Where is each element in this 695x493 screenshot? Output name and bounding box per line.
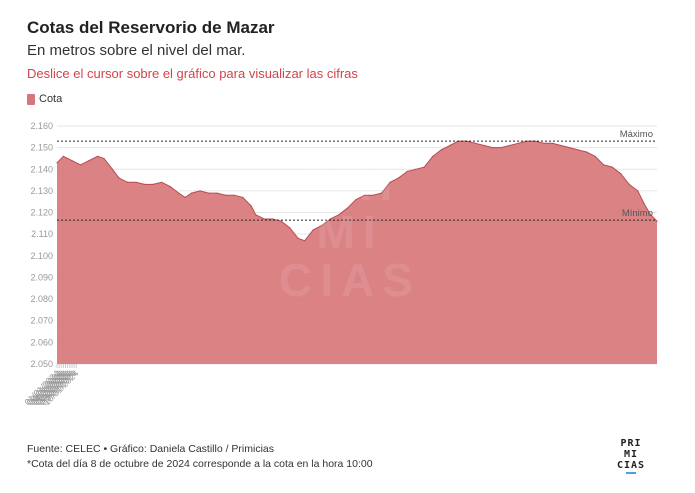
y-tick-label: 2.090 <box>30 272 53 282</box>
primicias-logo[interactable]: PRI MI CIAS <box>611 438 651 474</box>
data-point <box>329 218 331 220</box>
data-point <box>338 214 340 216</box>
data-point <box>255 214 257 216</box>
data-point <box>492 147 494 149</box>
data-point <box>178 192 180 194</box>
data-point <box>603 164 605 166</box>
data-point <box>321 224 323 227</box>
data-point <box>152 183 154 185</box>
data-point <box>263 218 265 220</box>
data-point <box>449 144 451 147</box>
data-point <box>656 220 658 222</box>
y-tick-label: 2.080 <box>30 294 53 304</box>
data-point <box>225 194 227 196</box>
data-point <box>126 181 129 183</box>
y-tick-label: 2.050 <box>30 359 53 369</box>
y-tick-label: 2.100 <box>30 251 53 261</box>
data-point <box>103 157 105 160</box>
data-point <box>143 183 146 185</box>
data-point <box>628 183 630 185</box>
data-point <box>637 190 639 192</box>
data-point <box>233 194 235 196</box>
data-point <box>517 142 519 144</box>
data-point <box>594 155 596 157</box>
data-point <box>577 149 579 151</box>
footer-note: *Cota del día 8 de octubre de 2024 corre… <box>27 458 373 470</box>
data-point <box>118 177 120 179</box>
data-point <box>432 155 434 157</box>
chart-title: Cotas del Reservorio de Mazar <box>27 18 275 37</box>
data-point <box>280 220 282 222</box>
y-tick-label: 2.140 <box>30 164 53 174</box>
legend-swatch <box>27 93 35 105</box>
data-point <box>312 229 314 231</box>
data-point <box>560 144 562 147</box>
data-point <box>406 170 408 172</box>
data-point <box>381 192 383 194</box>
data-point <box>71 160 73 162</box>
footer-source: Fuente: CELEC • Gráfico: Daniela Castill… <box>27 443 275 455</box>
data-point <box>135 181 137 183</box>
data-point <box>398 177 400 179</box>
data-point <box>184 196 186 198</box>
data-point <box>500 147 502 149</box>
data-point <box>620 173 622 175</box>
data-point <box>363 194 366 196</box>
data-point <box>216 192 218 194</box>
y-tick-label: 2.130 <box>30 186 53 196</box>
chart-subtitle: En metros sobre el nivel del mar. <box>27 42 246 59</box>
data-point <box>543 142 545 144</box>
data-point <box>190 192 193 194</box>
data-point <box>199 190 201 192</box>
data-point <box>509 144 511 147</box>
data-point <box>474 142 477 144</box>
data-point <box>297 237 299 240</box>
data-point <box>650 214 652 216</box>
data-point <box>389 181 391 183</box>
data-point <box>169 186 171 188</box>
reference-label-máximo: Máximo <box>620 129 653 140</box>
legend[interactable]: Cota <box>27 93 62 105</box>
data-point <box>161 181 163 183</box>
data-point <box>346 207 348 209</box>
reference-label-mínimo: Mínimo <box>622 208 653 219</box>
series-area-cota <box>57 141 657 364</box>
data-point <box>355 199 357 201</box>
data-point <box>423 166 425 168</box>
legend-label: Cota <box>39 93 63 105</box>
y-tick-label: 2.120 <box>30 208 53 218</box>
data-point <box>440 149 442 151</box>
chart-hint: Deslice el cursor sobre el gráfico para … <box>27 66 358 81</box>
data-point <box>242 196 244 198</box>
y-tick-label: 2.110 <box>31 229 53 239</box>
data-point <box>79 164 82 166</box>
data-point <box>97 155 99 157</box>
watermark-logo: PRI MI CIAS <box>279 158 421 306</box>
data-point <box>56 162 58 164</box>
data-point <box>585 151 588 153</box>
data-point <box>111 168 114 170</box>
data-point <box>415 168 417 170</box>
data-point <box>611 166 613 168</box>
series-line-cota <box>56 140 658 242</box>
data-point <box>272 218 274 220</box>
data-point <box>372 194 374 196</box>
data-point <box>289 227 291 229</box>
data-point <box>62 155 64 157</box>
data-point <box>250 205 252 207</box>
data-point <box>568 147 571 149</box>
data-point <box>88 160 90 162</box>
data-point <box>551 142 554 144</box>
data-point <box>304 240 306 242</box>
data-point <box>483 144 485 147</box>
data-point <box>208 192 210 194</box>
y-tick-label: 2.150 <box>30 143 53 153</box>
y-tick-label: 2.160 <box>30 121 53 131</box>
data-point <box>643 203 645 205</box>
y-tick-label: 2.070 <box>30 316 53 326</box>
y-tick-label: 2.060 <box>30 337 53 347</box>
